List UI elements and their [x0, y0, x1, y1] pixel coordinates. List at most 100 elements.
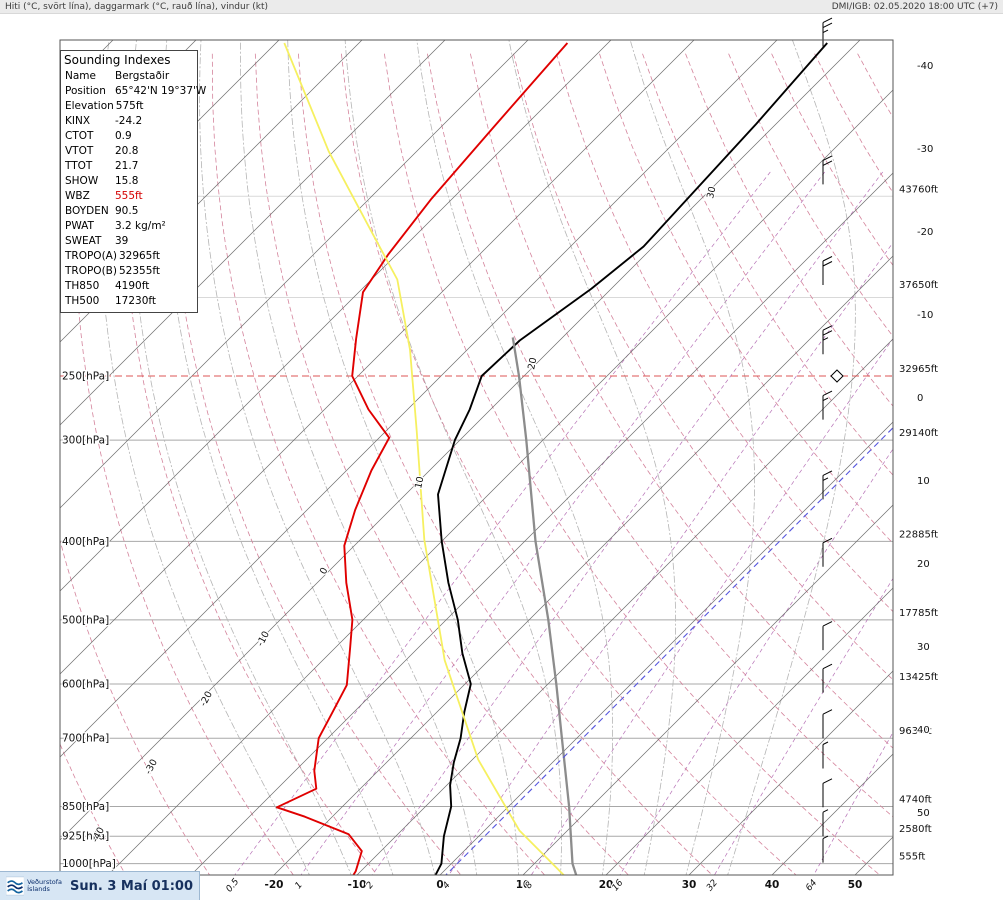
index-value: 20.8: [115, 145, 139, 157]
isotherm-line: [938, 40, 1003, 875]
moist-adiabat-line: [344, 40, 562, 875]
isotherm-right-label: -30: [917, 144, 933, 155]
index-label: TTOT: [65, 160, 93, 172]
moist-adiabat-line: [99, 40, 310, 875]
dry-adiabat-label: -30: [143, 758, 160, 777]
index-row: WBZ 555ft: [61, 189, 197, 204]
index-value: 0.9: [115, 130, 132, 142]
index-row: SHOW 15.8: [61, 174, 197, 189]
index-label: CTOT: [65, 130, 94, 142]
moist-adiabat-line: [416, 40, 613, 875]
index-label: TH850: [65, 280, 100, 292]
mixing-ratio-line: [371, 171, 883, 875]
isotherm-bottom-label: 0: [436, 879, 443, 891]
dry-adiabat-line: [427, 53, 893, 818]
wind-barb: [822, 621, 833, 651]
isotherm-bottom-label: 30: [682, 879, 697, 891]
top-info-bar: Hiti (°C, svört lína), daggarmark (°C, r…: [0, 0, 1003, 14]
moist-adiabat-line: [162, 40, 394, 875]
isotherm-line: [0, 40, 30, 875]
dry-adiabat-line: [901, 54, 1003, 880]
wind-barb: [822, 155, 833, 185]
height-axis-label: 37650ft: [899, 280, 938, 291]
index-value: 65°42'N 19°37'W: [115, 85, 207, 97]
height-axis-label: 2580ft: [899, 824, 932, 835]
dry-adiabat-line: [298, 53, 713, 875]
index-row: TROPO(B) 52355ft: [61, 264, 197, 279]
index-row: TH850 4190ft: [61, 279, 197, 294]
pressure-axis-label: 700[hPa]: [62, 733, 109, 745]
isotherm-line: [688, 670, 893, 875]
pressure-axis-label: 925[hPa]: [62, 831, 109, 843]
isotherm-line: [356, 338, 893, 875]
mixing-ratio-label: 32: [705, 878, 720, 893]
isotherm-line: [60, 40, 612, 592]
isotherm-bottom-label: 20: [599, 879, 614, 891]
isotherm-bottom-label: -10: [348, 879, 367, 891]
moist-adiabat-line: [240, 40, 478, 875]
dry-adiabat-line: [642, 53, 893, 476]
dry-adiabat-line: [384, 53, 881, 875]
wind-barb: [822, 390, 833, 420]
index-label: WBZ: [65, 190, 90, 202]
index-label: BOYDEN: [65, 205, 109, 217]
dry-adiabat-line: [0, 54, 44, 880]
index-value: 32965ft: [118, 250, 160, 262]
index-value: 90.5: [115, 205, 139, 217]
index-row: VTOT 20.8: [61, 144, 197, 159]
height-axis-label: 4740ft: [899, 794, 932, 805]
pressure-axis-label: 400[hPa]: [62, 536, 109, 548]
index-value: 575ft: [115, 100, 144, 112]
valid-time-label: Sun. 3 Maí 01:00: [70, 878, 193, 894]
dry-adiabat-line: [513, 53, 893, 681]
isotherm-right-label: 30: [917, 642, 930, 653]
index-row: BOYDEN 90.5: [61, 204, 197, 219]
isotherm-line: [107, 89, 893, 875]
isotherm-bottom-label: 50: [848, 879, 863, 891]
series-temperature: [434, 42, 828, 875]
mixing-ratio-line: [448, 242, 893, 875]
tropopause-marker: [830, 369, 844, 383]
isotherm-line: [605, 587, 893, 875]
dry-adiabat-line: [60, 538, 211, 875]
mixing-ratio-line: [530, 337, 893, 875]
wind-barb: [822, 470, 833, 500]
wind-barb-column: [822, 17, 833, 863]
index-label: KINX: [65, 115, 91, 127]
moist-adiabat-line: [129, 40, 352, 875]
isotherm-line: [60, 40, 446, 426]
index-value: 4190ft: [115, 280, 150, 292]
index-row: TTOT 21.7: [61, 159, 197, 174]
model-run-text: DMI/IGB: 02.05.2020 18:00 UTC (+7): [831, 1, 998, 12]
index-row: TROPO(A) 32965ft: [61, 249, 197, 264]
isotherm-line: [439, 421, 893, 875]
dry-adiabat-line: [556, 53, 893, 613]
height-axis-label: 22885ft: [899, 529, 938, 540]
isotherm-right-label: 0: [917, 393, 923, 404]
mixing-ratio-label: 1: [294, 880, 305, 891]
index-value: 555ft: [115, 190, 143, 202]
height-axis-label: 17785ft: [899, 608, 938, 619]
series-dewpoint: [275, 42, 569, 875]
moist-adiabat-label: 10: [413, 476, 426, 490]
mixing-ratio-line: [300, 171, 825, 875]
isotherm-right-label: -40: [917, 61, 933, 72]
index-label: PWAT: [65, 220, 94, 232]
index-label: Elevation: [65, 100, 114, 112]
isotherm-line: [522, 504, 893, 875]
height-axis-label: 43760ft: [899, 184, 938, 195]
index-label: SHOW: [65, 175, 99, 187]
mixing-ratio-label: 0.5: [225, 877, 242, 895]
isotherm-line: [854, 836, 893, 875]
isotherm-line: [60, 40, 861, 841]
pressure-axis-label: 250[hPa]: [62, 371, 109, 383]
footer-bar: Veðurstofa Íslands Sun. 3 Maí 01:00: [0, 871, 200, 900]
pressure-axis-label: 500[hPa]: [62, 614, 109, 626]
index-label: Name: [65, 70, 96, 82]
index-label: TH500: [65, 295, 100, 307]
grid-lines: [0, 40, 1003, 880]
organization-name-line1: Veðurstofa: [27, 877, 63, 886]
wind-barb: [822, 17, 833, 47]
dry-adiabat-label: -10: [255, 630, 272, 649]
